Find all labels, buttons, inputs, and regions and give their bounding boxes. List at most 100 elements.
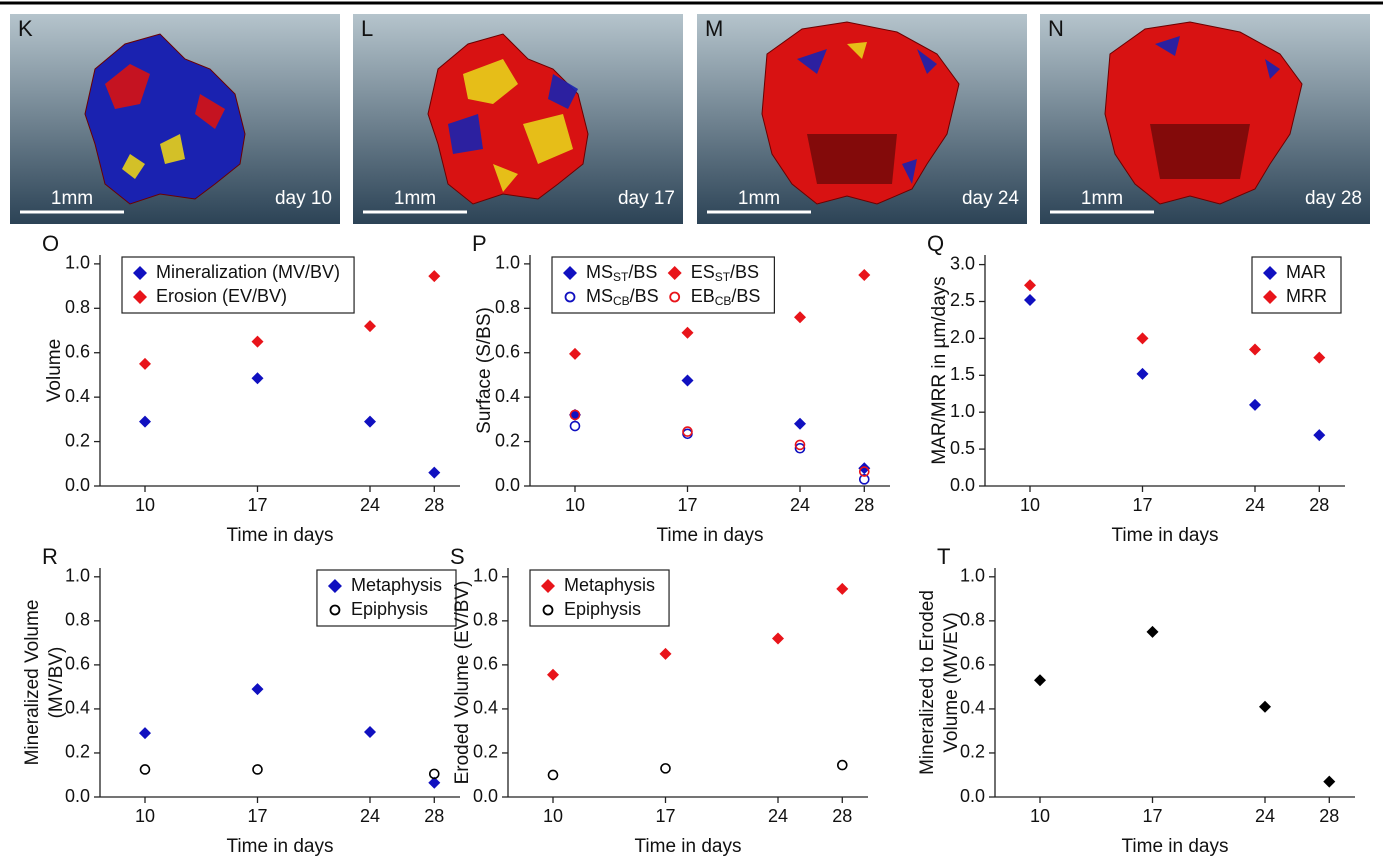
scale-label: 1mm: [1081, 188, 1123, 209]
day-label: day 28: [1305, 188, 1362, 209]
y-tick-label: 1.5: [950, 364, 975, 384]
data-point: [661, 764, 670, 773]
legend-label: Epiphysis: [564, 599, 641, 619]
y-tick-label: 2.0: [950, 327, 975, 347]
y-tick-label: 0.8: [65, 297, 90, 317]
x-axis-label: Time in days: [227, 836, 334, 857]
y-tick-label: 0.2: [495, 430, 520, 450]
y-axis-label: Eroded Volume (EV/BV): [452, 581, 473, 785]
x-axis-label: Time in days: [227, 525, 334, 546]
legend-label-part: CB: [715, 294, 732, 308]
y-tick-label: 1.0: [960, 566, 985, 586]
legend-label-part: MRR: [1286, 286, 1327, 306]
y-tick-label: 1.0: [473, 566, 498, 586]
y-tick-label: 0.0: [960, 786, 985, 806]
y-tick-label: 1.0: [950, 401, 975, 421]
y-tick-label: 0.4: [473, 698, 498, 718]
data-point: [794, 418, 806, 430]
legend-label-part: EB: [691, 286, 715, 306]
legend-label-part: MAR: [1286, 262, 1326, 282]
legend-label-part: /BS: [630, 286, 659, 306]
x-tick-label: 10: [565, 495, 585, 515]
legend: Mineralization (MV/BV) Erosion (EV/BV): [122, 257, 354, 313]
legend-label: Erosion (EV/BV): [156, 286, 287, 306]
legend-label-part: MS: [586, 286, 613, 306]
legend-label-part: /BS: [731, 286, 760, 306]
panel-letter: R: [42, 544, 58, 569]
data-point: [836, 583, 848, 595]
x-tick-label: 28: [832, 806, 852, 826]
legend-label-part: Mineralization (MV/BV): [156, 262, 340, 282]
data-point: [252, 372, 264, 384]
data-point: [139, 727, 151, 739]
data-point: [794, 311, 806, 323]
data-point: [1323, 776, 1335, 788]
y-tick-label: 0.5: [950, 438, 975, 458]
data-point: [571, 422, 580, 431]
data-point: [139, 358, 151, 370]
panel-letter: P: [472, 231, 487, 256]
y-tick-label: 0.4: [960, 698, 985, 718]
y-tick-label: 0.6: [960, 654, 985, 674]
day-label: day 24: [962, 188, 1019, 209]
panel-letter: N: [1048, 16, 1064, 41]
x-tick-label: 10: [1030, 806, 1050, 826]
y-tick-label: 0.0: [950, 475, 975, 495]
x-tick-label: 10: [1020, 495, 1040, 515]
y-tick-label: 0.8: [495, 297, 520, 317]
x-tick-label: 10: [543, 806, 563, 826]
x-tick-label: 17: [247, 495, 267, 515]
legend-label-part: MS: [586, 262, 613, 282]
scale-label: 1mm: [51, 188, 93, 209]
chart: 0.00.20.40.60.81.010172428Time in daysMi…: [22, 544, 460, 857]
x-axis-label: Time in days: [657, 525, 764, 546]
data-point: [1024, 294, 1036, 306]
legend-label-part: ES: [691, 262, 715, 282]
data-point: [838, 761, 847, 770]
image-panel: L 1mm day 17: [353, 14, 683, 224]
x-tick-label: 17: [247, 806, 267, 826]
data-point: [1137, 332, 1149, 344]
y-tick-label: 0.8: [65, 610, 90, 630]
panel-letter: L: [361, 16, 373, 41]
legend-label-part: Metaphysis: [351, 575, 442, 595]
y-tick-label: 1.0: [495, 253, 520, 273]
x-tick-label: 24: [360, 495, 380, 515]
scale-label: 1mm: [394, 188, 436, 209]
x-tick-label: 28: [424, 806, 444, 826]
day-label: day 17: [618, 188, 675, 209]
data-point: [364, 416, 376, 428]
y-tick-label: 1.0: [65, 253, 90, 273]
legend-label: Metaphysis: [351, 575, 442, 595]
specimen-region: [1150, 124, 1250, 179]
legend-label: MRR: [1286, 286, 1327, 306]
data-point: [428, 467, 440, 479]
legend: MSST/BSESST/BSMSCB/BSEBCB/BS: [552, 257, 774, 313]
data-point: [1034, 674, 1046, 686]
image-panel: M1mmday 24: [697, 14, 1027, 224]
data-point: [682, 327, 694, 339]
y-axis-label: Volume: [44, 339, 65, 402]
legend: MetaphysisEpiphysis: [530, 570, 669, 626]
y-tick-label: 0.6: [65, 341, 90, 361]
legend-label-part: /BS: [628, 262, 657, 282]
data-point: [549, 770, 558, 779]
chart: 0.00.51.01.52.02.53.010172428Time in day…: [927, 231, 1345, 546]
panel-letter: Q: [927, 231, 944, 256]
x-axis-label: Time in days: [1112, 525, 1219, 546]
data-point: [772, 632, 784, 644]
y-tick-label: 0.8: [960, 610, 985, 630]
x-tick-label: 17: [655, 806, 675, 826]
image-panel: N 1mm day 28: [1040, 14, 1370, 224]
panel-letter: K: [18, 16, 33, 41]
x-tick-label: 10: [135, 495, 155, 515]
y-tick-label: 0.4: [65, 698, 90, 718]
x-tick-label: 28: [1309, 495, 1329, 515]
x-tick-label: 24: [790, 495, 810, 515]
x-tick-label: 28: [1319, 806, 1339, 826]
legend-label-part: ST: [613, 270, 629, 284]
x-tick-label: 24: [1255, 806, 1275, 826]
panel-letter: T: [937, 544, 950, 569]
